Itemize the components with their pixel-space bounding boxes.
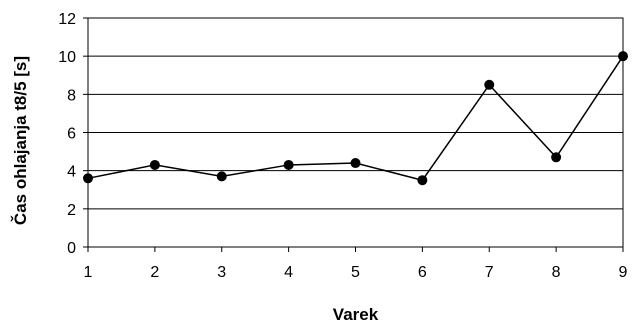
x-tick-label: 8	[552, 264, 561, 281]
data-point	[551, 152, 562, 163]
y-tick-label: 12	[58, 11, 76, 28]
grid-lines	[88, 17, 623, 210]
y-axis-title: Čas ohlajanja t8/5 [s]	[11, 56, 30, 225]
axes	[83, 17, 624, 252]
y-tick-label: 8	[67, 87, 76, 104]
data-point	[417, 175, 428, 186]
x-tick-label: 6	[418, 264, 427, 281]
data-point	[149, 159, 160, 170]
y-tick-label: 10	[58, 49, 76, 66]
x-axis-title: Varek	[333, 305, 379, 324]
x-tick-label: 1	[84, 264, 93, 281]
data-point	[216, 171, 227, 182]
x-tick-label: 3	[217, 264, 226, 281]
data-point	[283, 159, 294, 170]
y-tick-label: 2	[67, 202, 76, 219]
x-tick-label: 5	[351, 264, 360, 281]
x-tick-label: 7	[485, 264, 494, 281]
x-tick-label: 2	[150, 264, 159, 281]
data-point	[618, 51, 628, 62]
data-point	[484, 79, 495, 90]
data-series	[83, 51, 628, 186]
x-tick-label: 4	[284, 264, 293, 281]
data-point	[83, 173, 93, 184]
y-tick-label: 0	[67, 240, 76, 257]
y-tick-label: 6	[67, 126, 76, 143]
y-tick-label: 4	[67, 164, 76, 181]
data-point	[350, 158, 361, 169]
x-tick-label: 9	[619, 264, 628, 281]
